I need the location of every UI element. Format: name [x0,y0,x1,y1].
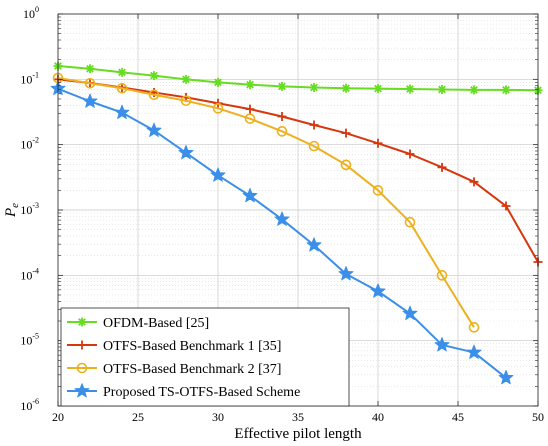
data-point [245,80,255,90]
series-3 [52,72,480,333]
data-point [210,167,226,182]
y-axis-label-main: P [3,208,19,218]
data-point [84,77,96,89]
legend-item: OFDM-Based [25] [67,316,209,331]
data-point [498,369,514,385]
x-tick-label: 40 [372,410,384,424]
data-point [178,144,194,160]
data-point [404,216,416,228]
legend-box [60,307,350,407]
data-point [405,149,415,159]
data-point [373,138,383,148]
data-point [372,185,384,196]
data-point [149,71,159,81]
y-tick-label: 10-1 [20,70,39,86]
legend-label: OTFS-Based Benchmark 1 [35] [103,339,281,354]
data-point [277,81,287,91]
data-point [114,104,130,120]
data-point [437,84,447,94]
y-tick-label: 10-3 [20,201,39,217]
data-point [180,95,192,107]
data-point [434,337,450,352]
x-tick-label: 50 [532,410,544,424]
series-line [57,78,539,263]
data-point [181,74,191,84]
data-point [85,64,95,74]
x-tick-label: 20 [52,410,64,424]
data-point [373,84,383,94]
legend-label: OFDM-Based [25] [103,316,209,331]
data-point [466,344,482,359]
x-tick-label: 45 [452,410,464,424]
data-point [116,82,128,94]
data-point [402,305,418,321]
data-point [212,103,224,114]
data-point [437,162,447,172]
y-tick-label: 100 [23,5,39,21]
data-point [405,84,415,94]
y-tick-label: 10-5 [20,332,39,348]
legend-marker [77,317,87,327]
x-tick-label: 30 [212,410,224,424]
legend-item: OTFS-Based Benchmark 2 [37] [67,362,281,377]
data-point [338,266,354,281]
series-line [57,65,539,92]
data-point [469,85,479,95]
data-point [501,201,511,211]
x-tick-label: 35 [292,410,304,424]
data-point [274,211,290,226]
data-point [340,159,352,171]
data-point [242,187,258,203]
data-point [244,113,256,124]
series-group [50,61,543,385]
y-axis-label-subscript: e [9,203,21,208]
data-point [213,77,223,87]
y-tick-label: 10-4 [20,266,39,282]
legend-item: OTFS-Based Benchmark 1 [35] [67,339,281,354]
data-point [341,128,351,138]
x-axis-label: Effective pilot length [234,426,362,442]
x-tick-label: 25 [132,410,144,424]
data-point [276,126,288,137]
data-point [309,120,319,130]
legend-item: Proposed TS-OTFS-Based Scheme [67,383,300,400]
data-point [341,83,351,93]
data-point [370,283,386,298]
series-line [57,76,475,328]
data-point [277,111,287,121]
y-axis-label: Pe [3,203,21,218]
data-point [306,237,322,252]
legend-marker [77,340,87,350]
data-point [469,177,479,187]
legend: OFDM-Based [25] OTFS-Based Benchmark 1 [3… [60,307,350,407]
data-point [468,322,480,333]
data-point [82,93,98,108]
data-point [436,270,448,281]
data-point [245,104,255,114]
data-point [309,82,319,92]
legend-marker [74,383,90,398]
data-point [308,140,320,152]
series-4 [50,80,514,385]
legend-label: Proposed TS-OTFS-Based Scheme [103,385,300,400]
y-tick-label: 10-2 [20,136,39,152]
legend-marker [76,362,88,374]
legend-label: OTFS-Based Benchmark 2 [37] [103,362,281,377]
data-point [146,122,162,137]
axis-ticks: 20 25 30 35 40 45 50 100 10-1 10-2 10-3 10-4 10-5 10-… [20,5,544,424]
y-tick-label: 10-6 [20,397,39,413]
data-point [501,85,511,95]
data-point [117,67,127,77]
data-point [148,89,160,101]
